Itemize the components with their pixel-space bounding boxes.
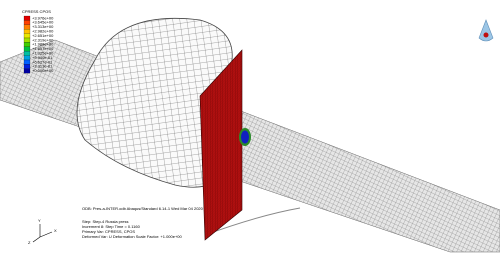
legend-swatch xyxy=(24,51,30,55)
legend-swatch xyxy=(24,38,30,42)
legend-swatch xyxy=(24,29,30,33)
legend-swatch xyxy=(24,42,30,46)
contact-core xyxy=(241,131,249,144)
legend-items: +3.976e+00+3.645e+00+3.313e+00+2.982e+00… xyxy=(24,15,54,73)
legend-title: CPRESS CPOS xyxy=(22,9,51,14)
viewport: CPRESS CPOS +3.976e+00+3.645e+00+3.313e+… xyxy=(0,0,500,255)
legend-swatch xyxy=(24,25,30,29)
legend-swatch xyxy=(24,56,30,60)
legend: CPRESS CPOS +3.976e+00+3.645e+00+3.313e+… xyxy=(22,9,54,73)
legend-swatch xyxy=(24,69,30,73)
legend-swatch xyxy=(24,64,30,68)
legend-swatch xyxy=(24,60,30,64)
legend-swatch xyxy=(24,47,30,51)
odb-line: ODB: Pres-a-INTER.odb Abaqus/Standard 6.… xyxy=(82,206,204,211)
legend-label: +0.000e+00 xyxy=(32,68,54,73)
y-label: Y xyxy=(38,218,41,223)
legend-swatch xyxy=(24,34,30,38)
legend-swatch xyxy=(24,16,30,20)
x-label: X xyxy=(54,228,57,233)
legend-swatch xyxy=(24,20,30,24)
info-line: Deformed Var: U Deformation Scale Factor… xyxy=(82,234,183,239)
